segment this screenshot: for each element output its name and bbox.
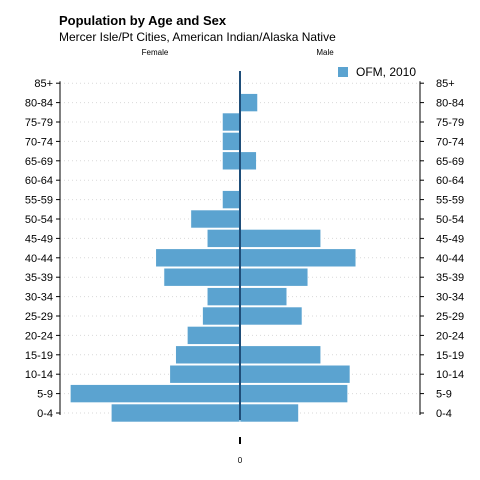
bar-female-65-69 (222, 151, 241, 171)
bar-male-25-29 (239, 306, 303, 326)
left-tick-label-60-64: 60-64 (25, 175, 53, 187)
chart-title: Population by Age and Sex (59, 13, 227, 28)
left-tick-label-70-74: 70-74 (25, 136, 53, 148)
bar-male-40-44 (239, 248, 357, 268)
right-tick-label-40-44: 40-44 (436, 253, 464, 265)
female-side-label: Female (142, 48, 169, 57)
right-tick-label-65-69: 65-69 (436, 156, 464, 168)
bar-male-10-14 (239, 364, 351, 384)
right-tick-label-10-14: 10-14 (436, 369, 464, 381)
bar-male-15-19 (239, 345, 322, 365)
right-tick-label-35-39: 35-39 (436, 272, 464, 284)
right-tick-label-60-64: 60-64 (436, 175, 464, 187)
left-tick-label-0-4: 0-4 (37, 408, 53, 420)
left-tick-label-25-29: 25-29 (25, 311, 53, 323)
bar-female-75-79 (222, 112, 241, 132)
left-tick-label-10-14: 10-14 (25, 369, 53, 381)
bar-male-35-39 (239, 267, 309, 287)
left-tick-label-80-84: 80-84 (25, 98, 53, 110)
bar-female-5-9 (70, 384, 241, 403)
left-tick-label-55-59: 55-59 (25, 195, 53, 207)
bar-male-30-34 (239, 287, 288, 306)
left-tick-label-30-34: 30-34 (25, 292, 53, 304)
right-tick-label-0-4: 0-4 (436, 408, 452, 420)
bar-male-5-9 (239, 384, 348, 403)
bar-female-15-19 (175, 345, 241, 365)
bar-male-45-49 (239, 229, 322, 248)
legend-swatch (338, 67, 348, 77)
bar-male-80-84 (239, 93, 258, 112)
bar-female-55-59 (222, 190, 241, 209)
left-tick-label-75-79: 75-79 (25, 117, 53, 129)
left-tick-label-45-49: 45-49 (25, 233, 53, 245)
bar-female-35-39 (163, 267, 241, 287)
right-tick-label-45-49: 45-49 (436, 233, 464, 245)
right-tick-label-25-29: 25-29 (436, 311, 464, 323)
right-tick-label-75-79: 75-79 (436, 117, 464, 129)
left-tick-label-50-54: 50-54 (25, 214, 53, 226)
right-tick-label-70-74: 70-74 (436, 136, 464, 148)
bar-male-0-4 (239, 403, 299, 423)
right-tick-label-80-84: 80-84 (436, 98, 464, 110)
right-tick-label-5-9: 5-9 (436, 389, 452, 401)
right-tick-label-30-34: 30-34 (436, 292, 464, 304)
male-side-label: Male (316, 48, 334, 57)
right-tick-label-85+: 85+ (436, 78, 455, 90)
bar-female-30-34 (206, 287, 241, 306)
legend-label: OFM, 2010 (356, 65, 416, 79)
x-tick-label-0: 0 (238, 456, 243, 465)
left-tick-label-20-24: 20-24 (25, 330, 53, 342)
bar-female-70-74 (222, 132, 241, 151)
right-tick-label-50-54: 50-54 (436, 214, 464, 226)
bar-female-45-49 (206, 229, 241, 248)
bar-female-40-44 (155, 248, 241, 268)
left-tick-label-35-39: 35-39 (25, 272, 53, 284)
bar-male-65-69 (239, 151, 257, 171)
right-tick-label-55-59: 55-59 (436, 195, 464, 207)
left-tick-label-85+: 85+ (34, 78, 53, 90)
chart-subtitle: Mercer Isle/Pt Cities, American Indian/A… (59, 30, 336, 44)
bar-female-0-4 (111, 403, 241, 423)
bar-female-50-54 (190, 209, 241, 229)
bar-female-25-29 (202, 306, 241, 326)
right-tick-label-20-24: 20-24 (436, 330, 464, 342)
left-tick-label-15-19: 15-19 (25, 350, 53, 362)
bar-female-10-14 (169, 364, 241, 384)
left-tick-label-40-44: 40-44 (25, 253, 53, 265)
left-tick-label-5-9: 5-9 (37, 389, 53, 401)
bar-female-20-24 (187, 326, 241, 345)
left-tick-label-65-69: 65-69 (25, 156, 53, 168)
right-tick-label-15-19: 15-19 (436, 350, 464, 362)
